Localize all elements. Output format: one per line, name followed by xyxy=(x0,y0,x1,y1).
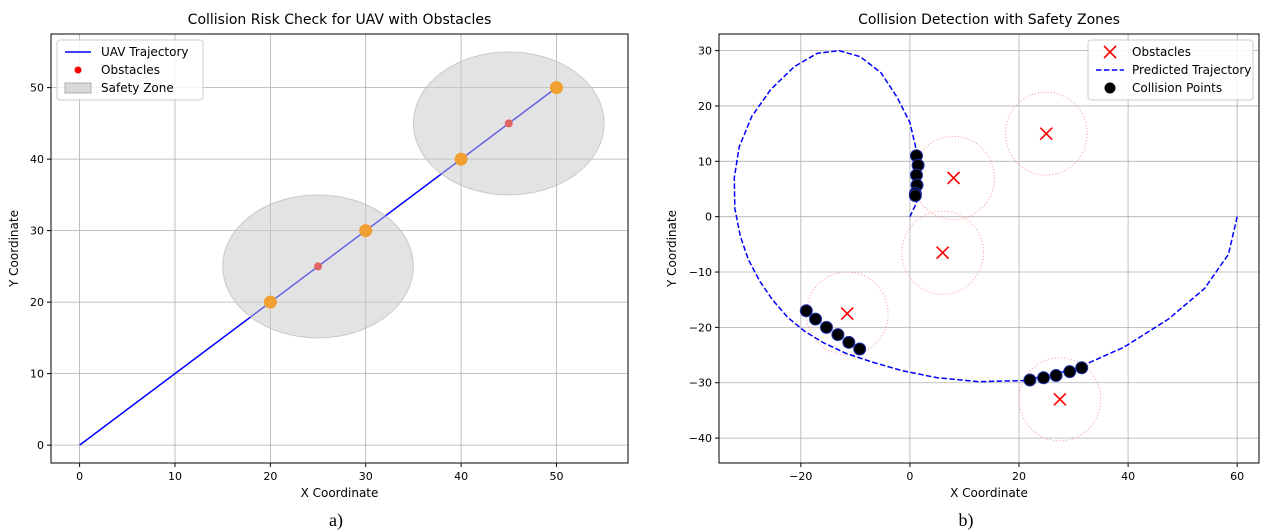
collision-point xyxy=(819,320,833,334)
axes-frame xyxy=(718,33,1260,464)
safety-zone-circle xyxy=(412,51,605,196)
collision-point xyxy=(809,312,823,326)
obstacle-marker xyxy=(1053,392,1067,406)
y-tick-label: 20 xyxy=(698,100,712,113)
collision-point xyxy=(908,189,922,203)
legend-x-swatch-stroke xyxy=(1103,45,1117,59)
y-axis-label: Y Coordinate xyxy=(665,210,679,288)
collision-point xyxy=(842,335,856,349)
chart-panel-b: −20 0 20 40 60 −40 −30 −20 −10 0 10 20 30 Collision D… xyxy=(665,12,1260,531)
waypoint-marker xyxy=(454,152,468,166)
x-tick-label: 0 xyxy=(906,470,913,483)
x-tick-label: 0 xyxy=(76,470,83,483)
obstacle-marker-stroke xyxy=(936,246,950,260)
plot-area xyxy=(79,51,605,446)
y-tick-label: 0 xyxy=(705,211,712,224)
collision-point xyxy=(831,328,845,342)
obstacle-marker-stroke xyxy=(840,306,854,321)
collision-point xyxy=(1037,371,1051,385)
legend-frame xyxy=(1087,39,1254,101)
x-tick-label: 40 xyxy=(454,470,468,483)
collision-point xyxy=(853,342,867,356)
safety-zone-circle xyxy=(222,194,414,339)
legend-frame xyxy=(56,39,204,101)
x-axis-label: X Coordinate xyxy=(950,486,1028,500)
grid xyxy=(719,34,1259,463)
plot-area xyxy=(733,49,1238,442)
x-tick-label: 10 xyxy=(168,470,182,483)
safety-zone-circle xyxy=(912,135,995,220)
legend-label: Obstacles xyxy=(101,63,160,77)
obstacle-marker xyxy=(946,171,961,185)
collision-point xyxy=(799,304,813,318)
y-tick-label: −20 xyxy=(689,321,712,334)
chart-panel-a: 0 10 20 30 40 50 0 10 20 30 40 50 Collision Risk Che… xyxy=(7,12,629,531)
obstacle-marker-stroke xyxy=(1039,127,1053,141)
legend-label: Predicted Trajectory xyxy=(1132,63,1251,77)
panel-caption: a) xyxy=(329,510,343,531)
x-tick-label: −20 xyxy=(789,470,812,483)
collision-point xyxy=(1075,361,1089,375)
y-tick-label: 20 xyxy=(30,296,44,309)
obstacle-marker xyxy=(1039,127,1053,141)
legend-dot-swatch xyxy=(74,66,82,74)
panel-caption: b) xyxy=(959,510,974,531)
obstacle-marker-stroke xyxy=(1053,392,1067,406)
legend: UAV Trajectory Obstacles Safety Zone xyxy=(56,39,204,101)
y-tick-label: 40 xyxy=(30,153,44,166)
legend-area-swatch xyxy=(64,82,92,94)
x-tick-label: 40 xyxy=(1121,470,1135,483)
y-axis-label: Y Coordinate xyxy=(7,210,21,288)
legend-label: UAV Trajectory xyxy=(101,45,189,59)
y-tick-label: 50 xyxy=(30,82,44,95)
legend-label: Safety Zone xyxy=(101,81,174,95)
safety-zone-circle xyxy=(1018,357,1102,442)
legend-label: Collision Points xyxy=(1132,81,1222,95)
y-tick-label: −40 xyxy=(689,432,712,445)
collision-point xyxy=(1063,365,1077,379)
y-tick-label: −10 xyxy=(689,266,712,279)
legend-x-swatch xyxy=(1103,45,1117,59)
x-tick-label: 50 xyxy=(549,470,563,483)
y-tick-label: 30 xyxy=(698,45,712,58)
chart-title: Collision Detection with Safety Zones xyxy=(858,12,1120,28)
waypoint-marker xyxy=(359,224,373,238)
y-tick-label: 10 xyxy=(30,368,44,381)
obstacle-marker xyxy=(840,306,854,321)
waypoint-marker xyxy=(549,81,563,95)
x-axis-label: X Coordinate xyxy=(301,486,379,500)
x-tick-label: 20 xyxy=(1012,470,1026,483)
legend-label: Obstacles xyxy=(1132,45,1191,59)
safety-zone-circle xyxy=(901,210,984,295)
collision-point xyxy=(1049,369,1063,383)
predicted-trajectory-line xyxy=(733,49,1238,383)
collision-point xyxy=(1023,373,1037,387)
safety-zone-circle xyxy=(1004,91,1088,176)
y-tick-label: −30 xyxy=(689,377,712,390)
x-tick-label: 30 xyxy=(359,470,373,483)
y-tick-label: 30 xyxy=(30,225,44,238)
legend: Obstacles Predicted Trajectory Collision P… xyxy=(1087,39,1254,101)
safety-zone-circle xyxy=(805,271,889,356)
obstacle-marker-stroke xyxy=(946,171,961,185)
waypoint-marker xyxy=(263,295,277,309)
y-tick-label: 10 xyxy=(698,155,712,168)
axes-frame xyxy=(50,33,629,464)
chart-title: Collision Risk Check for UAV with Obstac… xyxy=(188,12,492,28)
x-tick-label: 60 xyxy=(1230,470,1244,483)
y-tick-label: 0 xyxy=(37,439,44,452)
x-tick-label: 20 xyxy=(263,470,277,483)
legend-dot-swatch xyxy=(1104,82,1116,94)
obstacle-marker xyxy=(936,246,950,260)
